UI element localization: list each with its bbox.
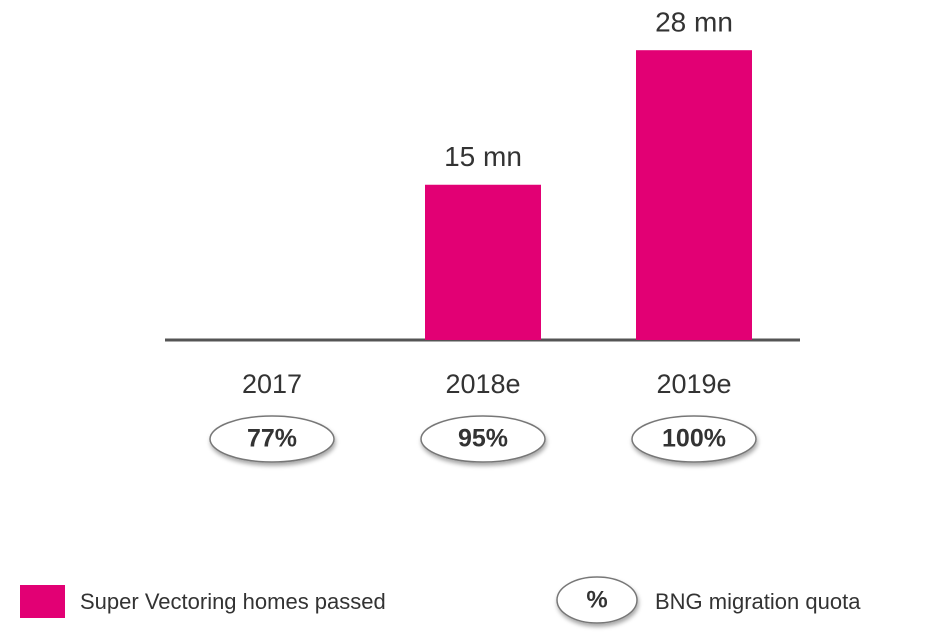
quota-ellipse: [209, 415, 335, 463]
bar: [636, 50, 752, 340]
quota-label: 77%: [247, 425, 297, 453]
legend-label: BNG migration quota: [655, 589, 861, 614]
quota-ellipse: [420, 415, 546, 463]
legend-ellipse: [556, 576, 638, 624]
x-tick-label: 2017: [242, 369, 302, 399]
quota-label: 100%: [662, 425, 726, 453]
quota-label: 95%: [458, 425, 508, 453]
legend-symbol: %: [586, 586, 607, 613]
data-label: 28 mn: [655, 7, 733, 38]
legend-label: Super Vectoring homes passed: [80, 589, 386, 614]
x-tick-label: 2018e: [445, 369, 520, 399]
legend-swatch: [20, 585, 65, 618]
bar: [425, 184, 541, 340]
quota-ellipse: [631, 415, 757, 463]
x-tick-label: 2019e: [656, 369, 731, 399]
data-label: 15 mn: [444, 141, 522, 172]
